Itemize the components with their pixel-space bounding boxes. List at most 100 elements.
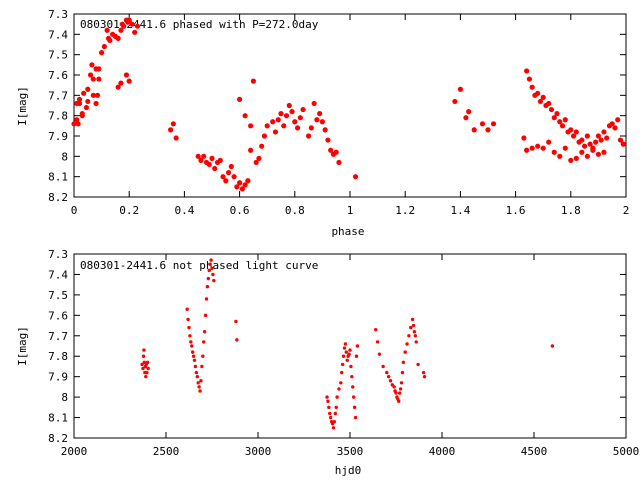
data-point: [327, 405, 331, 410]
data-point: [239, 186, 245, 192]
data-point: [168, 127, 174, 133]
data-point: [590, 147, 596, 153]
data-point: [202, 329, 207, 334]
data-point: [405, 342, 409, 346]
x-tick-label: 4500: [521, 445, 548, 458]
data-point: [275, 117, 281, 123]
y-tick-label: 7.3: [48, 248, 68, 261]
data-point: [421, 370, 426, 375]
data-point: [352, 174, 359, 180]
data-point: [201, 354, 205, 358]
y-tick-label: 7.6: [48, 309, 68, 322]
data-point: [123, 72, 130, 78]
data-point: [197, 385, 201, 389]
data-point: [593, 139, 599, 145]
data-point: [204, 297, 209, 301]
data-point: [335, 395, 339, 399]
data-point: [466, 109, 472, 115]
data-point: [350, 374, 354, 379]
data-point: [414, 340, 418, 344]
data-point: [225, 170, 232, 176]
data-point: [352, 405, 357, 410]
data-point: [349, 364, 353, 369]
data-point: [79, 113, 85, 119]
chart-phased: 080301-2441.6 phased with P=272.0day pha…: [16, 8, 629, 238]
data-point: [264, 123, 270, 129]
data-point: [311, 100, 317, 107]
data-point: [328, 411, 332, 416]
x-tick-label: 3000: [245, 445, 272, 458]
data-point: [573, 155, 579, 161]
data-point: [490, 121, 497, 127]
data-point: [540, 94, 546, 100]
data-point: [272, 129, 279, 135]
data-point: [234, 184, 240, 190]
data-point: [412, 329, 417, 334]
y-tick-label: 7.3: [48, 8, 68, 21]
data-point: [93, 66, 99, 72]
data-point: [211, 272, 215, 277]
data-point: [601, 149, 607, 155]
data-point: [286, 102, 292, 109]
data-point: [584, 133, 590, 139]
x-tick-label: 2500: [153, 445, 180, 458]
data-point: [340, 362, 345, 367]
data-point: [289, 109, 295, 115]
data-point: [93, 100, 99, 107]
y-tick-label: 7.4: [48, 268, 68, 281]
data-point: [388, 379, 393, 383]
data-point: [334, 405, 338, 410]
data-point: [351, 395, 356, 399]
data-point: [85, 98, 91, 105]
data-point: [126, 78, 132, 84]
x-tick-label: 5000: [613, 445, 640, 458]
data-point: [529, 145, 535, 151]
data-point: [559, 123, 566, 129]
data-point: [270, 119, 276, 125]
x-tick-label: 0: [71, 204, 78, 217]
data-point: [403, 350, 407, 354]
data-point: [237, 180, 243, 186]
data-point: [281, 123, 287, 129]
data-point: [479, 121, 486, 127]
data-point: [554, 111, 560, 117]
data-point: [206, 276, 211, 281]
y-tick-label: 8.2: [48, 191, 68, 204]
y-tick-label: 8.1: [48, 412, 68, 425]
data-point: [126, 17, 132, 23]
data-point: [535, 143, 541, 149]
data-point: [394, 391, 398, 395]
chart-phased-xlabel: phase: [331, 225, 364, 238]
data-point: [524, 68, 530, 74]
data-point: [228, 163, 234, 170]
data-point: [306, 133, 312, 139]
x-tick-label: 1.2: [395, 204, 415, 217]
data-point: [190, 344, 194, 348]
data-point: [203, 313, 208, 318]
data-point: [145, 370, 149, 375]
data-point: [242, 182, 248, 188]
data-point: [337, 387, 341, 391]
data-point: [76, 100, 83, 107]
data-point: [200, 364, 204, 369]
data-point: [209, 155, 215, 161]
data-point: [322, 127, 328, 133]
data-point: [202, 340, 206, 344]
data-point: [195, 374, 199, 379]
data-point: [196, 381, 200, 385]
data-point: [170, 121, 176, 127]
data-point: [557, 153, 563, 159]
data-point: [342, 346, 347, 350]
y-tick-label: 8: [61, 150, 68, 163]
data-point: [540, 145, 546, 151]
data-point: [253, 159, 259, 166]
data-point: [188, 334, 192, 338]
data-point: [210, 266, 214, 271]
x-tick-label: 1: [347, 204, 354, 217]
data-point: [85, 86, 91, 92]
data-point: [579, 149, 585, 155]
data-point: [374, 327, 378, 332]
data-point: [615, 117, 621, 123]
data-point: [101, 43, 107, 50]
